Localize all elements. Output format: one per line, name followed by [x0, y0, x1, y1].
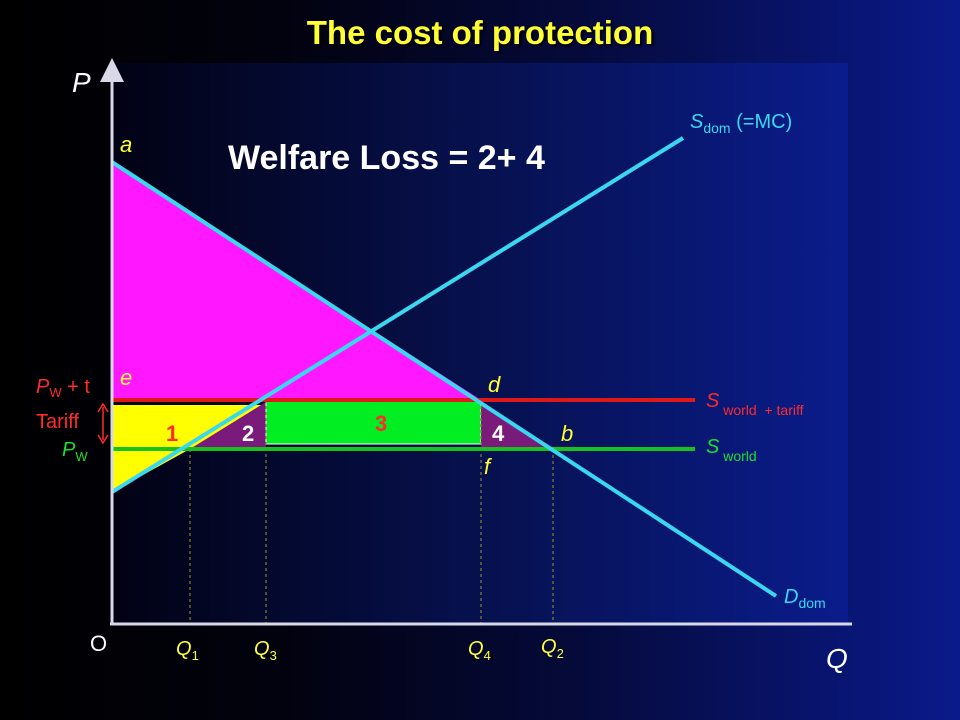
origin-label: O: [90, 631, 107, 656]
point-e: e: [120, 365, 132, 390]
supply-curve: [110, 136, 685, 494]
pw-plus-t-label: PW + t: [36, 376, 90, 400]
d-dom-label: Ddom: [784, 586, 826, 611]
area-1-label: 1: [166, 421, 178, 446]
q3-label: Q3: [254, 638, 277, 663]
point-a: a: [120, 132, 132, 157]
point-f: f: [484, 454, 493, 479]
s-world-tariff-label: S world + tariff: [706, 390, 804, 418]
area-3-label: 3: [375, 411, 387, 436]
tariff-arrow-head-bottom: [97, 434, 109, 445]
welfare-loss-label: Welfare Loss = 2+ 4: [228, 139, 545, 177]
y-axis-label: P: [72, 67, 91, 98]
area-3: [265, 399, 482, 445]
page-title: The cost of protection: [306, 14, 654, 51]
q4-label: Q4: [468, 638, 491, 663]
q2-label: Q2: [541, 636, 564, 661]
s-world-label: S world: [706, 436, 757, 464]
tariff-label: Tariff: [36, 411, 79, 433]
s-dom-label: Sdom (=MC): [690, 111, 792, 136]
point-b: b: [561, 421, 573, 446]
q1-label: Q1: [176, 638, 199, 663]
area-4-label: 4: [492, 421, 505, 446]
area-2: [190, 402, 266, 449]
point-d: d: [488, 372, 501, 397]
pw-label: PW: [62, 439, 88, 464]
x-axis-label: Q: [826, 643, 848, 674]
tariff-arrow-head-top: [97, 402, 109, 413]
area-2-label: 2: [242, 421, 254, 446]
demand-curve: [110, 160, 778, 598]
